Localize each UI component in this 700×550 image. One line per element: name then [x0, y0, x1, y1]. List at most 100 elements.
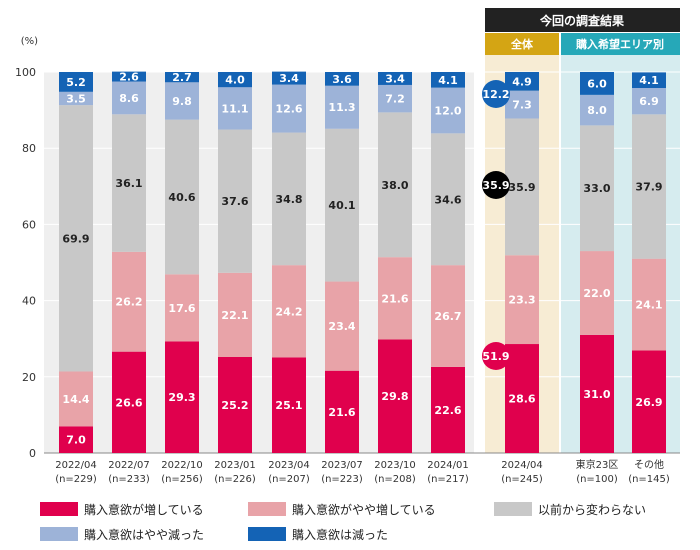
x-tick-sample-size: (n=233) [108, 474, 150, 485]
y-unit-label: (%) [21, 36, 38, 47]
bar-segment [431, 366, 465, 453]
bar-value-label: 7.0 [66, 434, 86, 447]
bar-segment [165, 82, 199, 120]
summary-decrease-value: 12.2 [482, 88, 509, 101]
bar-segment [378, 112, 412, 258]
header-title-bg [485, 8, 680, 32]
bar-segment [325, 281, 359, 371]
bar-value-label: 22.6 [434, 404, 461, 417]
bar-segment [112, 114, 146, 252]
bar-segment [632, 88, 666, 115]
bar-value-label: 23.3 [508, 294, 535, 307]
bar-segment [325, 72, 359, 86]
bar-segment [165, 72, 199, 83]
bar-value-label: 8.0 [587, 104, 607, 117]
group-overall-header-bg [485, 33, 559, 55]
bar-segment [59, 72, 93, 92]
x-tick-label: 2023/04 [268, 460, 310, 471]
bar-value-label: 4.0 [225, 74, 245, 87]
bar-value-label: 23.4 [328, 320, 355, 333]
x-tick-label: 東京23区 [576, 458, 619, 471]
x-tick-sample-size: (n=223) [321, 474, 363, 485]
bar-value-label: 12.0 [434, 104, 461, 117]
bar-value-label: 25.2 [221, 399, 248, 412]
x-tick-label: 2023/10 [374, 460, 416, 471]
bar-segment [218, 129, 252, 273]
bar-segment [580, 94, 614, 126]
bar-value-label: 33.0 [583, 182, 610, 195]
bar-segment [112, 81, 146, 115]
legend-label: 購入意欲はやや減った [84, 527, 204, 542]
bar-segment [632, 350, 666, 453]
bar-value-label: 36.1 [115, 177, 142, 190]
x-tick-label: その他 [634, 458, 664, 471]
summary-decrease-badge [482, 80, 510, 108]
bar-value-label: 4.9 [512, 75, 532, 88]
legend-label: 購入意欲がやや増している [292, 502, 436, 517]
bar-segment [431, 87, 465, 134]
survey-header: 今回の調査結果 全体 購入希望エリア別 [485, 8, 680, 55]
x-tick-label: 2022/10 [161, 460, 203, 471]
bar-value-label: 22.1 [221, 309, 248, 322]
category-labels: 2022/04 (n=229) 2022/07 (n=233) 2022/10 (n=25… [55, 458, 670, 485]
x-tick-sample-size: (n=217) [427, 474, 469, 485]
gridlines [44, 71, 680, 454]
summary-same-value: 35.9 [482, 179, 509, 192]
summary-badges: 51.9 35.9 12.2 [482, 80, 510, 370]
x-tick-label: 2022/07 [108, 460, 150, 471]
bar-value-label: 26.9 [635, 396, 662, 409]
bar-value-label: 2.6 [119, 71, 139, 84]
bar-value-label: 29.8 [381, 390, 408, 403]
bar-segment [272, 71, 306, 85]
bar-value-label: 40.6 [168, 191, 195, 204]
bar-segment [378, 72, 412, 85]
x-tick-label: 2023/01 [214, 460, 256, 471]
bar-value-label: 9.8 [172, 95, 192, 108]
y-tick-label: 20 [22, 371, 36, 384]
bar-segment [59, 426, 93, 453]
bar-value-label: 34.6 [434, 193, 461, 206]
legend-swatch [494, 502, 532, 516]
bar-segment [272, 357, 306, 453]
bar-value-label: 4.1 [639, 74, 659, 87]
bar-segment [632, 114, 666, 259]
bar-value-label: 3.4 [385, 72, 405, 85]
bar-segment [505, 118, 539, 256]
summary-increase-badge [482, 342, 510, 370]
bar-value-label: 11.3 [328, 101, 355, 114]
bar-value-label: 3.5 [66, 92, 86, 105]
bar-value-label: 69.9 [62, 232, 89, 245]
y-tick-label: 80 [22, 142, 36, 155]
bar-segment [112, 251, 146, 352]
bar-segment [59, 371, 93, 427]
bar-value-label: 2.7 [172, 71, 192, 84]
header-title: 今回の調査結果 [539, 13, 624, 28]
x-tick-sample-size: (n=207) [268, 474, 310, 485]
bar-segment [431, 133, 465, 266]
bar-segment [580, 72, 614, 95]
legend-label: 購入意欲が増している [84, 502, 204, 517]
bar-value-label: 26.6 [115, 396, 142, 409]
legend-swatch [248, 527, 286, 541]
bar-value-label: 29.3 [168, 391, 195, 404]
bar-segment [505, 255, 539, 345]
bar-segment [165, 119, 199, 275]
bar-value-label: 34.8 [275, 193, 302, 206]
x-tick-label: 2022/04 [55, 460, 97, 471]
bar-value-label: 38.0 [381, 179, 408, 192]
bar-value-label: 6.9 [639, 95, 659, 108]
bar-segment [431, 265, 465, 367]
bar-value-label: 22.0 [583, 287, 610, 300]
bar-segment [505, 90, 539, 119]
x-tick-sample-size: (n=245) [501, 474, 543, 485]
bar-segment [431, 72, 465, 88]
bar-value-label: 4.1 [438, 74, 458, 87]
group-overall-label: 全体 [510, 37, 534, 51]
x-tick-sample-size: (n=100) [576, 474, 618, 485]
bar-value-label: 26.2 [115, 296, 142, 309]
bar-value-label: 28.6 [508, 393, 535, 406]
bar-segment [272, 84, 306, 133]
bar-value-label: 5.2 [66, 76, 86, 89]
bar-segment [505, 344, 539, 453]
bar-segment [505, 72, 539, 91]
